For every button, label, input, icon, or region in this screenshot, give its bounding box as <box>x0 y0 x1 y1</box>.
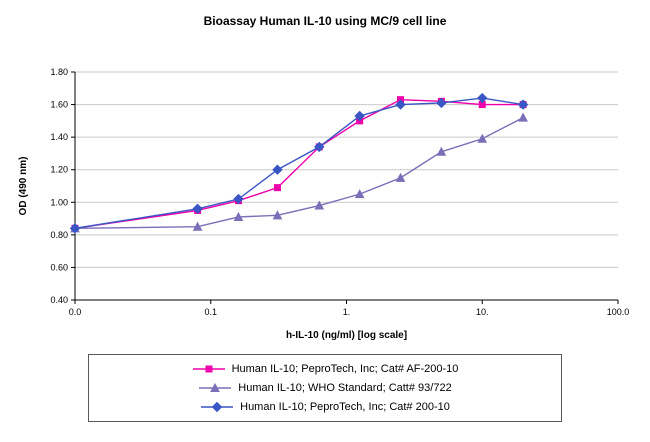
svg-text:1.60: 1.60 <box>50 100 68 110</box>
legend-label: Human IL-10; PeproTech, Inc; Cat# 200-10 <box>240 400 450 413</box>
svg-text:h-IL-10 (ng/ml) [log scale]: h-IL-10 (ng/ml) [log scale] <box>286 330 407 341</box>
legend-item: Human IL-10; WHO Standard; Catt# 93/722 <box>198 378 452 397</box>
legend-label: Human IL-10; PeproTech, Inc; Cat# AF-200… <box>231 362 459 375</box>
svg-text:100.0: 100.0 <box>607 307 630 317</box>
svg-text:1.40: 1.40 <box>50 132 68 142</box>
svg-text:1.: 1. <box>343 307 351 317</box>
svg-text:0.0: 0.0 <box>69 307 82 317</box>
svg-text:0.1: 0.1 <box>204 307 217 317</box>
legend-triangle-icon <box>199 382 232 392</box>
chart-title: Bioassay Human IL-10 using MC/9 cell lin… <box>203 14 447 28</box>
svg-text:1.20: 1.20 <box>50 165 68 175</box>
svg-text:0.60: 0.60 <box>50 262 68 272</box>
svg-text:1.80: 1.80 <box>50 67 68 77</box>
chart-plot-area: 0.40 0.60 0.80 1.00 1.20 1.40 1.60 1.80 0.0 0.1 1.… <box>18 67 630 341</box>
svg-text:1.00: 1.00 <box>50 197 68 207</box>
svg-text:0.40: 0.40 <box>50 295 68 305</box>
legend-item: Human IL-10; PeproTech, Inc; Cat# AF-200… <box>192 359 459 378</box>
chart-legend: Human IL-10; PeproTech, Inc; Cat# AF-200… <box>88 354 562 422</box>
svg-text:0.80: 0.80 <box>50 230 68 240</box>
legend-item: Human IL-10; PeproTech, Inc; Cat# 200-10 <box>200 397 450 416</box>
svg-text:10.: 10. <box>476 307 489 317</box>
svg-text:OD (490 nm): OD (490 nm) <box>18 157 29 216</box>
legend-diamond-icon <box>201 401 234 412</box>
legend-square-icon <box>192 365 225 372</box>
legend-label: Human IL-10; WHO Standard; Catt# 93/722 <box>238 381 452 394</box>
